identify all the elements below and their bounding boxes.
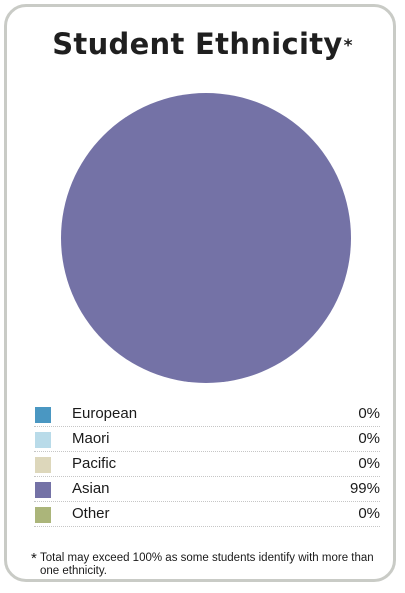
legend-item-other: Other 0% <box>34 502 380 527</box>
pie-slice-asian <box>61 93 351 383</box>
legend-swatch-pacific <box>35 457 51 473</box>
legend-swatch-asian <box>35 482 51 498</box>
legend-item-pacific: Pacific 0% <box>34 452 380 477</box>
chart-title: Student Ethnicity* <box>0 26 405 62</box>
legend-label-asian: Asian <box>72 480 110 497</box>
chart-title-asterisk: * <box>343 36 353 56</box>
legend-value-other: 0% <box>358 505 380 522</box>
pie-chart <box>61 93 351 383</box>
legend-item-european: European 0% <box>34 402 380 427</box>
legend-item-asian: Asian 99% <box>34 477 380 502</box>
legend-swatch-maori <box>35 432 51 448</box>
legend-value-pacific: 0% <box>358 455 380 472</box>
legend-value-asian: 99% <box>349 480 380 497</box>
legend-item-maori: Maori 0% <box>34 427 380 452</box>
legend-value-maori: 0% <box>358 430 380 447</box>
chart-legend: European 0% Maori 0% Pacific 0% Asian 99% Other 0… <box>34 402 380 527</box>
legend-swatch-other <box>35 507 51 523</box>
footnote-asterisk: * <box>31 550 37 567</box>
chart-footnote: * Total may exceed 100% as some students… <box>31 551 390 578</box>
legend-label-european: European <box>72 405 138 422</box>
legend-label-pacific: Pacific <box>72 455 117 472</box>
legend-value-european: 0% <box>358 405 380 422</box>
chart-title-text: Student Ethnicity <box>52 27 343 61</box>
legend-label-other: Other <box>72 505 110 522</box>
footnote-text: Total may exceed 100% as some students i… <box>40 552 374 577</box>
legend-swatch-european <box>35 407 51 423</box>
legend-label-maori: Maori <box>72 430 110 447</box>
